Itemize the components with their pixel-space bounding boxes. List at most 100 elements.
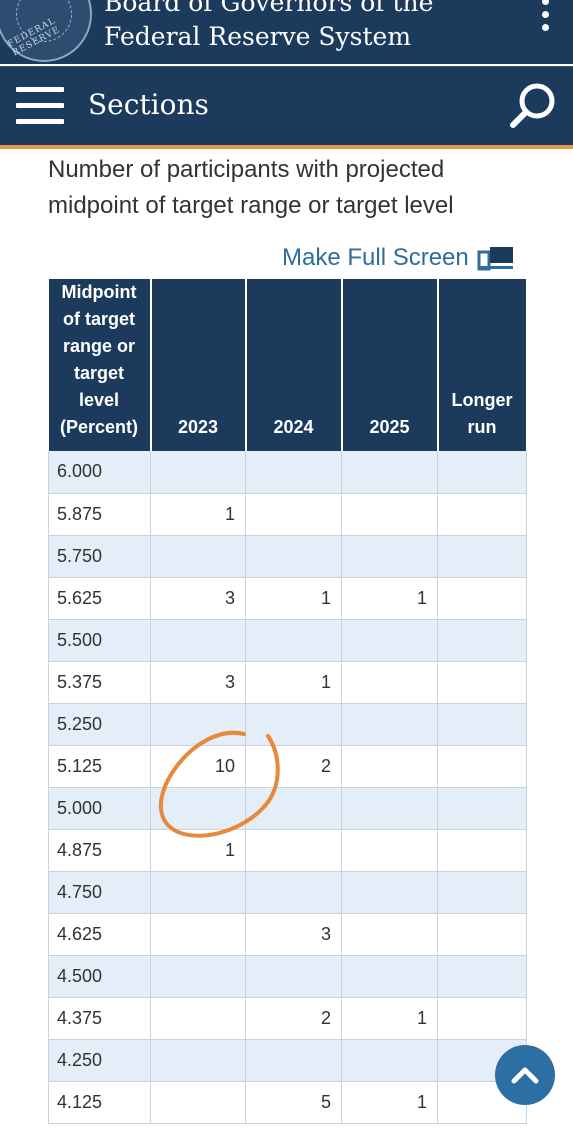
participant-count-cell (150, 535, 246, 578)
participant-count-cell: 3 (150, 577, 246, 620)
table-row: 6.000 (48, 451, 527, 494)
participant-count-cell: 1 (341, 1081, 438, 1124)
column-header-2025: 2025 (341, 279, 439, 451)
participant-count-cell (245, 787, 342, 830)
row-level-cell: 4.375 (48, 997, 151, 1040)
participant-count-cell (341, 661, 438, 704)
column-header-2024: 2024 (245, 279, 343, 451)
row-level-cell: 5.125 (48, 745, 151, 788)
participant-count-cell (150, 955, 246, 998)
participant-count-cell (437, 493, 527, 536)
participant-count-cell (437, 955, 527, 998)
participant-count-cell: 1 (245, 577, 342, 620)
participant-count-cell: 2 (245, 745, 342, 788)
table-body: 6.000 5.875 1 5.750 5.625 3 1 1 5.500 5.375 3 1 5.25… (48, 451, 527, 1124)
row-level-cell: 6.000 (48, 451, 151, 494)
participant-count-cell: 3 (245, 913, 342, 956)
row-level-cell: 4.875 (48, 829, 151, 872)
table-row: 5.375 3 1 (48, 661, 527, 704)
participant-count-cell (245, 493, 342, 536)
table-row: 5.625 3 1 1 (48, 577, 527, 620)
participant-count-cell: 2 (245, 997, 342, 1040)
table-row: 5.250 (48, 703, 527, 746)
participant-count-cell (341, 535, 438, 578)
chevron-up-icon (511, 1067, 539, 1084)
participant-count-cell (245, 703, 342, 746)
row-level-cell: 4.750 (48, 871, 151, 914)
participant-count-cell (437, 745, 527, 788)
participant-count-cell (437, 577, 527, 620)
participant-count-cell (341, 703, 438, 746)
projections-table: Midpoint of target range or target level… (48, 279, 528, 1124)
participant-count-cell: 5 (245, 1081, 342, 1124)
table-row: 4.125 5 1 (48, 1081, 527, 1124)
row-level-cell: 5.750 (48, 535, 151, 578)
row-level-cell: 5.375 (48, 661, 151, 704)
row-level-cell: 5.250 (48, 703, 151, 746)
table-header-row: Midpoint of target range or target level… (48, 279, 528, 451)
participant-count-cell (150, 619, 246, 662)
participant-count-cell (437, 871, 527, 914)
row-level-cell: 5.000 (48, 787, 151, 830)
row-level-cell: 5.625 (48, 577, 151, 620)
federal-reserve-seal-logo[interactable]: FEDERAL RESERVE (0, 0, 92, 62)
table-row: 5.000 (48, 787, 527, 830)
participant-count-cell (245, 955, 342, 998)
participant-count-cell (341, 493, 438, 536)
kebab-menu-icon[interactable] (540, 0, 552, 40)
make-full-screen-link[interactable]: Make Full Screen (282, 240, 515, 276)
participant-count-cell: 1 (150, 493, 246, 536)
participant-count-cell (437, 997, 527, 1040)
participant-count-cell (245, 871, 342, 914)
kebab-dot (542, 24, 549, 31)
participant-count-cell (150, 997, 246, 1040)
table-row: 4.875 1 (48, 829, 527, 872)
participant-count-cell (341, 913, 438, 956)
column-header-midpoint: Midpoint of target range or target level… (48, 279, 152, 451)
table-row: 5.750 (48, 535, 527, 578)
fullscreen-icon (477, 247, 513, 271)
participant-count-cell (437, 703, 527, 746)
column-header-longer-run: Longer run (437, 279, 528, 451)
participant-count-cell (150, 787, 246, 830)
participant-count-cell (150, 871, 246, 914)
site-title-line2: Federal Reserve System (104, 22, 412, 51)
participant-count-cell: 3 (150, 661, 246, 704)
make-full-screen-label: Make Full Screen (282, 244, 469, 271)
participant-count-cell: 1 (245, 661, 342, 704)
participant-count-cell (245, 829, 342, 872)
participant-count-cell (437, 913, 527, 956)
table-row: 5.875 1 (48, 493, 527, 536)
table-row: 4.250 (48, 1039, 527, 1082)
participant-count-cell (341, 787, 438, 830)
participant-count-cell: 1 (150, 829, 246, 872)
participant-count-cell (437, 787, 527, 830)
row-level-cell: 5.500 (48, 619, 151, 662)
participant-count-cell (150, 703, 246, 746)
page-title: Number of participants with projected mi… (48, 156, 454, 219)
table-row: 4.625 3 (48, 913, 527, 956)
search-icon[interactable] (506, 79, 560, 133)
participant-count-cell: 1 (341, 577, 438, 620)
participant-count-cell (437, 829, 527, 872)
hamburger-icon[interactable] (16, 87, 64, 125)
participant-count-cell (150, 451, 246, 494)
column-header-2023: 2023 (150, 279, 247, 451)
site-title[interactable]: Board of Governors of the Federal Reserv… (104, 0, 433, 54)
kebab-dot (542, 11, 549, 18)
site-header: FEDERAL RESERVE Board of Governors of th… (0, 0, 573, 64)
table-row: 4.500 (48, 955, 527, 998)
participant-count-cell: 10 (150, 745, 246, 788)
participant-count-cell (437, 661, 527, 704)
row-level-cell: 5.875 (48, 493, 151, 536)
participant-count-cell (150, 1039, 246, 1082)
participant-count-cell (150, 1081, 246, 1124)
sections-navbar: Sections (0, 66, 573, 146)
scroll-to-top-button[interactable] (495, 1045, 555, 1105)
participant-count-cell (437, 619, 527, 662)
sections-menu-label[interactable]: Sections (88, 88, 209, 121)
row-level-cell: 4.625 (48, 913, 151, 956)
participant-count-cell (245, 1039, 342, 1082)
site-title-line1: Board of Governors of the (104, 0, 434, 17)
participant-count-cell (341, 745, 438, 788)
